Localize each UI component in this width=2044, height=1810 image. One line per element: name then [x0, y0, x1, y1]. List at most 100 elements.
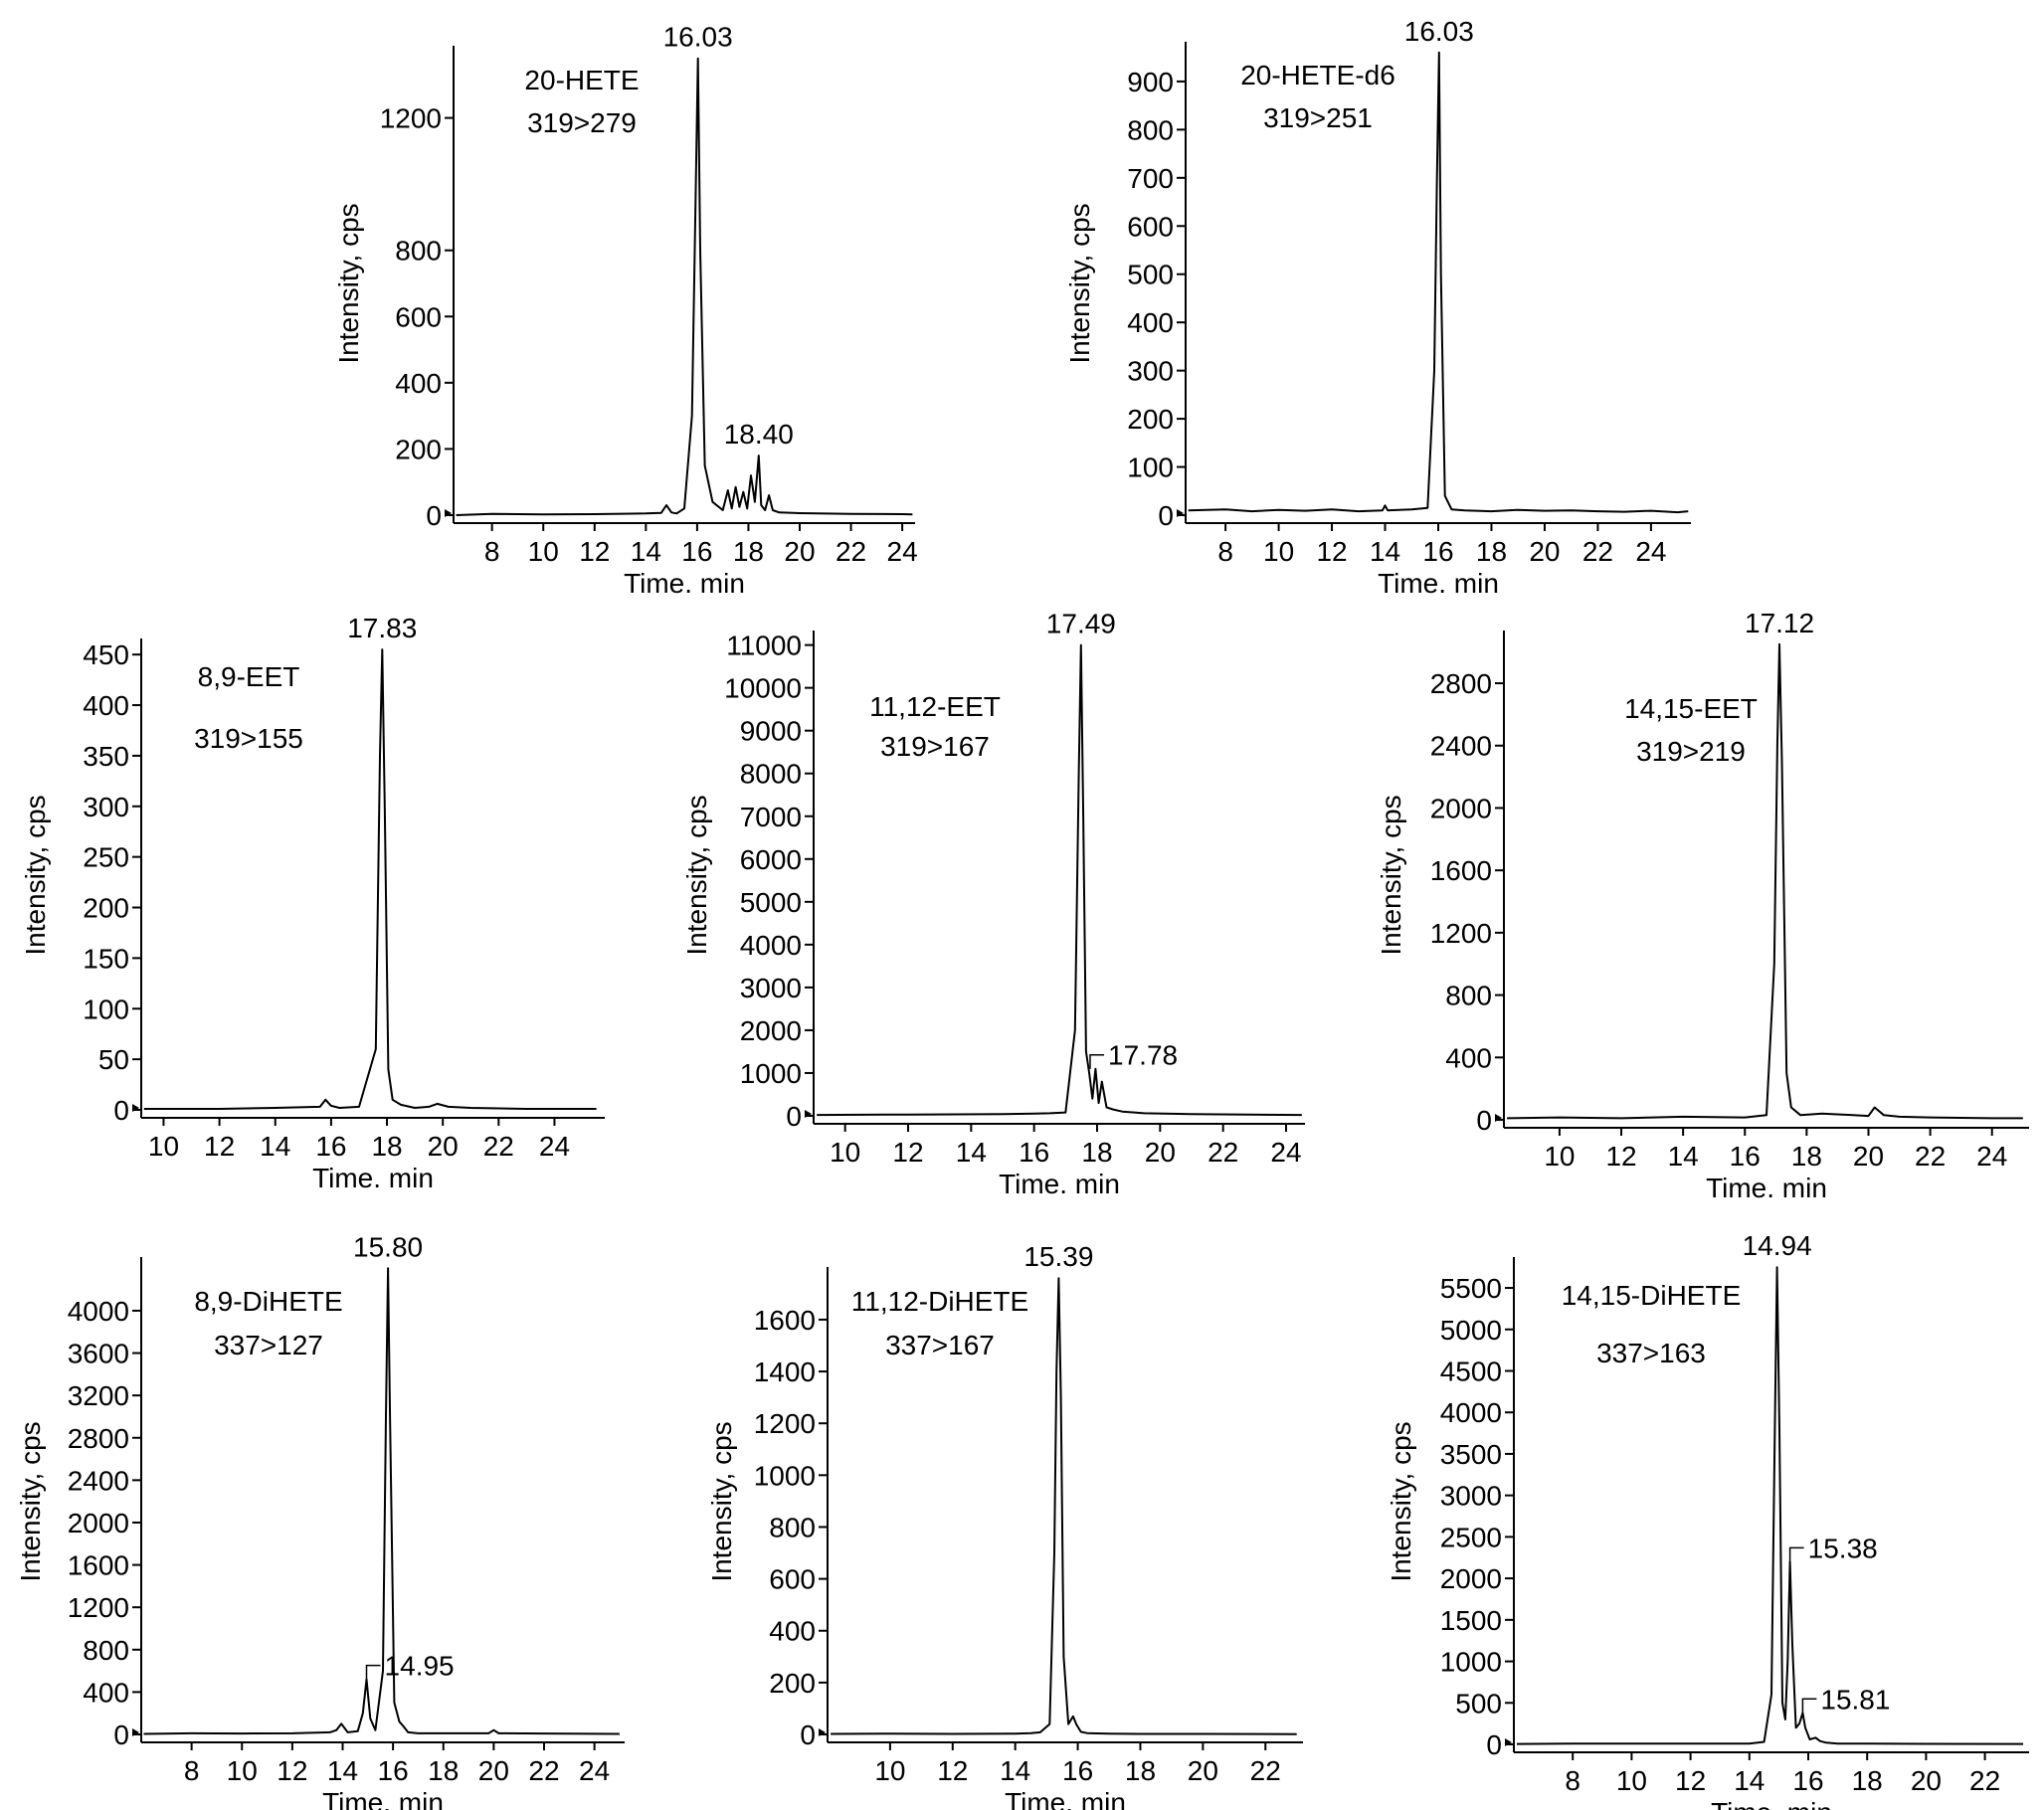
analyte-label: 11,12-EET — [869, 691, 1001, 722]
analyte-label: 20-HETE — [524, 65, 639, 95]
y-tick-label: 4000 — [1440, 1397, 1502, 1428]
x-tick-label: 18 — [1125, 1755, 1156, 1786]
x-tick-label: 16 — [378, 1755, 409, 1786]
y-tick-label: 800 — [1445, 981, 1492, 1011]
x-tick-label: 10 — [874, 1755, 905, 1786]
y-tick-label: 200 — [1127, 404, 1174, 435]
y-tick-label: 200 — [83, 893, 129, 924]
y-tick-label: 100 — [83, 994, 129, 1024]
y-tick-label: 1200 — [1430, 918, 1492, 949]
y-tick-label: 400 — [83, 690, 129, 721]
x-tick-label: 22 — [1208, 1137, 1238, 1168]
x-tick-label: 22 — [1250, 1755, 1281, 1786]
y-tick-label: 400 — [1445, 1042, 1492, 1073]
y-tick-label: 2500 — [1440, 1522, 1502, 1552]
x-tick-label: 12 — [277, 1755, 307, 1786]
peak-leader-line — [1089, 1053, 1104, 1069]
transition-label: 319>155 — [194, 723, 303, 754]
y-tick-label: 800 — [395, 236, 442, 267]
y-tick-label: 400 — [395, 368, 442, 399]
x-tick-label: 14 — [327, 1755, 358, 1786]
x-tick-label: 18 — [1081, 1137, 1112, 1168]
y-axis-title: Intensity, cps — [706, 1421, 737, 1581]
x-axis-title: Time. min — [1378, 568, 1499, 599]
transition-label: 337>127 — [214, 1330, 323, 1360]
y-axis-title: Intensity, cps — [20, 795, 51, 955]
x-axis-title: Time. min — [1005, 1787, 1126, 1810]
x-tick-label: 22 — [1969, 1765, 2000, 1796]
x-tick-label: 24 — [1635, 536, 1666, 567]
x-tick-label: 22 — [836, 536, 866, 567]
x-tick-label: 10 — [1544, 1141, 1575, 1172]
x-axis-title: Time. min — [999, 1169, 1120, 1199]
peak-label: 15.80 — [353, 1231, 423, 1262]
chromatogram-trace — [1507, 642, 2023, 1120]
y-tick-label: 0 — [1486, 1729, 1502, 1760]
x-tick-label: 8 — [184, 1755, 200, 1786]
peak-label: 14.95 — [385, 1651, 455, 1682]
y-tick-label: 0 — [426, 500, 442, 531]
x-tick-label: 24 — [1270, 1137, 1301, 1168]
x-tick-label: 18 — [371, 1131, 402, 1162]
y-tick-label: 600 — [395, 301, 442, 332]
x-tick-label: 20 — [1853, 1141, 1884, 1172]
y-tick-label: 350 — [83, 741, 129, 772]
y-tick-label: 0 — [113, 1095, 129, 1126]
x-tick-label: 24 — [579, 1755, 610, 1786]
x-tick-label: 18 — [733, 536, 764, 567]
y-tick-label: 500 — [1455, 1688, 1502, 1719]
x-axis-title: Time. min — [312, 1163, 434, 1193]
x-tick-label: 20 — [1188, 1755, 1218, 1786]
y-tick-label: 200 — [769, 1668, 816, 1699]
chromatogram-trace — [1188, 51, 1689, 514]
x-tick-label: 20 — [428, 1131, 459, 1162]
chromatogram-trace — [143, 1267, 620, 1735]
x-axis-title: Time. min — [624, 568, 745, 599]
x-tick-label: 20 — [1145, 1137, 1176, 1168]
peak-label: 15.81 — [1820, 1684, 1890, 1715]
y-tick-label: 1600 — [1430, 855, 1492, 886]
y-tick-label: 400 — [1127, 307, 1174, 338]
x-tick-label: 18 — [1791, 1141, 1822, 1172]
x-tick-label: 16 — [315, 1131, 346, 1162]
y-tick-label: 8000 — [740, 759, 802, 790]
y-tick-label: 5500 — [1440, 1273, 1502, 1304]
y-tick-label: 1600 — [754, 1305, 816, 1336]
y-tick-label: 4500 — [1440, 1356, 1502, 1386]
x-tick-label: 10 — [1616, 1765, 1647, 1796]
transition-label: 319>251 — [1263, 102, 1373, 133]
x-tick-label: 16 — [1019, 1137, 1049, 1168]
chromatogram-trace — [456, 57, 913, 516]
x-axis-title: Time. min — [1706, 1173, 1827, 1203]
y-axis-title: Intensity, cps — [681, 795, 712, 955]
transition-label: 319>167 — [880, 731, 990, 762]
peak-label: 14.94 — [1743, 1230, 1812, 1261]
peak-leader-line — [1788, 1546, 1804, 1562]
y-tick-label: 2400 — [1430, 731, 1492, 762]
x-tick-label: 12 — [1316, 536, 1347, 567]
x-tick-label: 16 — [1062, 1755, 1093, 1786]
y-tick-label: 250 — [83, 842, 129, 873]
x-tick-label: 12 — [1675, 1765, 1706, 1796]
x-tick-label: 12 — [1605, 1141, 1636, 1172]
x-tick-label: 18 — [428, 1755, 459, 1786]
x-tick-label: 16 — [1422, 536, 1453, 567]
x-tick-label: 22 — [528, 1755, 559, 1786]
y-tick-label: 450 — [83, 639, 129, 670]
x-tick-label: 14 — [1000, 1755, 1030, 1786]
chromatogram-panel: 8 10 12 14 16 18 20 22 24 0 100 200 300 400 500 600 700 8… — [1064, 16, 1691, 599]
peak-label: 15.38 — [1808, 1533, 1878, 1563]
y-tick-label: 500 — [1127, 260, 1174, 290]
y-tick-label: 0 — [786, 1101, 802, 1132]
y-axis-title: Intensity, cps — [1376, 795, 1406, 955]
x-tick-label: 18 — [1476, 536, 1507, 567]
y-tick-label: 200 — [395, 434, 442, 464]
x-tick-label: 12 — [204, 1131, 235, 1162]
y-tick-label: 2000 — [740, 1015, 802, 1046]
x-tick-label: 10 — [227, 1755, 258, 1786]
chromatogram-trace — [1516, 1266, 2024, 1745]
y-tick-label: 9000 — [740, 716, 802, 747]
transition-label: 337>167 — [885, 1330, 995, 1360]
y-tick-label: 150 — [83, 943, 129, 974]
y-tick-label: 1000 — [1440, 1647, 1502, 1678]
